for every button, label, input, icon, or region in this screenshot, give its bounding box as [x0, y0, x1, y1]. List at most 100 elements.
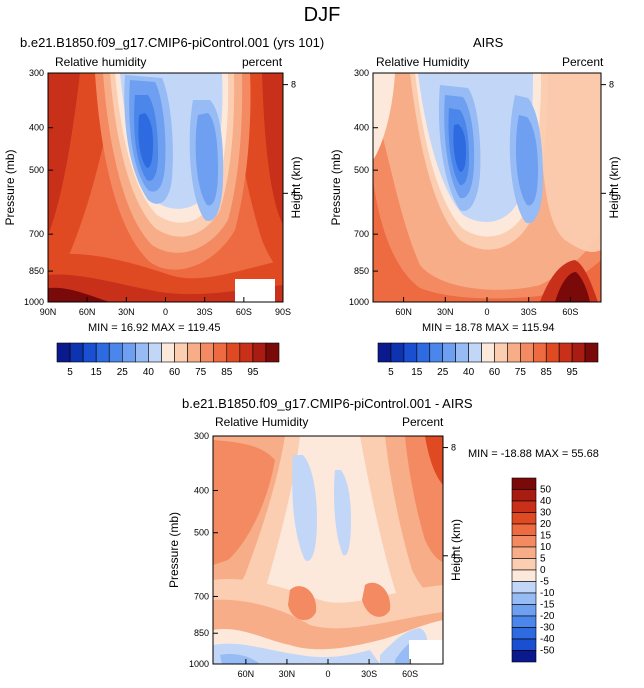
colorbar3-swatch: [511, 581, 537, 594]
panel1-minmax: MIN = 16.92 MAX = 119.45: [88, 322, 221, 334]
panel3-minmax: MIN = -18.88 MAX = 55.68: [468, 448, 599, 460]
panel2-ytick-label: 300: [354, 68, 369, 78]
panel1-xtick-label: 90N: [40, 307, 57, 317]
panel1-xtick-label: 0: [163, 307, 168, 317]
colorbar3-swatch: [511, 638, 537, 651]
colorbar3-label: -10: [540, 588, 555, 599]
panel1-xtick-label: 60S: [236, 307, 252, 317]
panel3-ytick-label: 850: [194, 628, 209, 638]
colorbar1-swatch: [69, 342, 84, 363]
colorbar2-swatch: [403, 342, 418, 363]
panel3-ytick-label: 300: [194, 431, 209, 441]
panel3-xtick-label: 30N: [279, 669, 296, 679]
colorbar2-swatch: [545, 342, 560, 363]
colorbar1-label: 15: [91, 367, 103, 378]
panel3-ytick-label: 400: [194, 485, 209, 495]
colorbar2-label: 40: [463, 367, 475, 378]
colorbar1-label: 40: [143, 367, 155, 378]
panel1-xtick-label: 30N: [118, 307, 135, 317]
colorbar1-swatch: [135, 342, 149, 363]
colorbar3-label: 5: [540, 554, 546, 565]
colorbar2-swatch: [520, 342, 534, 363]
colorbar1-swatch: [213, 342, 228, 363]
colorbar1-swatch: [239, 342, 254, 363]
colorbar3-swatch: [511, 489, 537, 502]
colorbar3-label: 10: [540, 542, 552, 553]
panel3-xtick-label: 60N: [238, 669, 255, 679]
panel3-ytick-label: 500: [194, 528, 209, 538]
colorbar1-swatch: [200, 342, 215, 363]
panel1-xtick-label: 90S: [275, 307, 291, 317]
colorbar2-label: 75: [515, 367, 527, 378]
colorbar2-swatch: [558, 342, 573, 363]
colorbar1-label: 60: [169, 367, 181, 378]
colorbar3-label: 15: [540, 531, 552, 542]
colorbar2-swatch: [416, 342, 431, 363]
colorbar3-label: -20: [540, 611, 555, 622]
colorbar2-swatch: [532, 342, 547, 363]
colorbar2-label: 85: [541, 367, 553, 378]
panel2-htick-label: 4: [609, 188, 614, 198]
colorbar3-swatch: [511, 500, 537, 513]
colorbar2-label: 15: [411, 367, 423, 378]
panel2-xtick-label: 0: [484, 307, 489, 317]
panel2-xtick-label: 60S: [562, 307, 578, 317]
colorbar2-label: 95: [567, 367, 579, 378]
panel3-ylabel-right: Height (km): [449, 519, 463, 581]
colorbar1-swatch: [226, 342, 241, 363]
panel2-ytick-label: 700: [354, 229, 369, 239]
colorbar1-swatch: [95, 342, 110, 363]
colorbar3-swatch: [511, 615, 537, 628]
colorbar3-swatch: [511, 535, 537, 548]
panel3-right-subtitle: Percent: [402, 415, 444, 429]
colorbar2-label: 25: [437, 367, 449, 378]
colorbar2-swatch: [584, 342, 599, 363]
panel1-htick-label: 4: [291, 188, 296, 198]
colorbar2-label: 5: [388, 367, 394, 378]
panel2-ytick-label: 850: [354, 266, 369, 276]
colorbar2-swatch: [494, 342, 508, 363]
colorbar2-swatch: [442, 342, 456, 363]
colorbar1-label: 75: [195, 367, 207, 378]
panel3-xtick-label: 60S: [402, 669, 418, 679]
colorbar3-label: -15: [540, 600, 555, 611]
colorbar3-swatch: [511, 569, 537, 582]
panel3-ytick-label: 1000: [189, 659, 209, 669]
panel2-xtick-label: 30S: [521, 307, 537, 317]
colorbar3-label: 50: [540, 485, 552, 496]
panel1-xtick-label: 30S: [197, 307, 213, 317]
colorbar3-swatch: [511, 477, 537, 490]
colorbar2-swatch: [390, 342, 405, 363]
colorbar2-swatch: [481, 342, 495, 363]
colorbar1-label: 25: [117, 367, 129, 378]
colorbar3-swatch: [511, 512, 537, 525]
panel1-ytick-label: 500: [29, 165, 44, 175]
panel3-htick-label: 8: [451, 443, 456, 453]
panel3-xtick-label: 30S: [361, 669, 377, 679]
colorbar1-swatch: [82, 342, 97, 363]
panel1-xtick-label: 60N: [79, 307, 96, 317]
colorbar2-label: 60: [489, 367, 501, 378]
colorbar3-swatch: [511, 592, 537, 605]
panel2-left-subtitle: Relative Humidity: [376, 55, 470, 69]
panel2-htick-label: 8: [609, 80, 614, 90]
panel3-title: b.e21.B1850.f09_g17.CMIP6-piControl.001 …: [182, 396, 473, 411]
colorbar2-swatch: [377, 342, 392, 363]
colorbar1-swatch: [148, 342, 162, 363]
panel1-plot: [48, 73, 283, 302]
panel2-xtick-label: 30N: [437, 307, 454, 317]
colorbar2-swatch: [455, 342, 469, 363]
colorbar1-swatch: [56, 342, 71, 363]
panel2-title: AIRS: [473, 35, 504, 50]
panel2-ytick-label: 1000: [349, 297, 369, 307]
colorbar3-swatch: [511, 546, 537, 559]
panel1-ylabel: Pressure (mb): [3, 149, 17, 225]
panel1-ytick-label: 400: [29, 123, 44, 133]
panel1-title: b.e21.B1850.f09_g17.CMIP6-piControl.001 …: [20, 35, 325, 50]
panel1-ytick-label: 300: [29, 68, 44, 78]
panel1-ytick-label: 850: [29, 266, 44, 276]
panel1-ytick-label: 1000: [24, 297, 44, 307]
colorbar3-label: 0: [540, 565, 546, 576]
colorbar2-swatch: [429, 342, 444, 363]
